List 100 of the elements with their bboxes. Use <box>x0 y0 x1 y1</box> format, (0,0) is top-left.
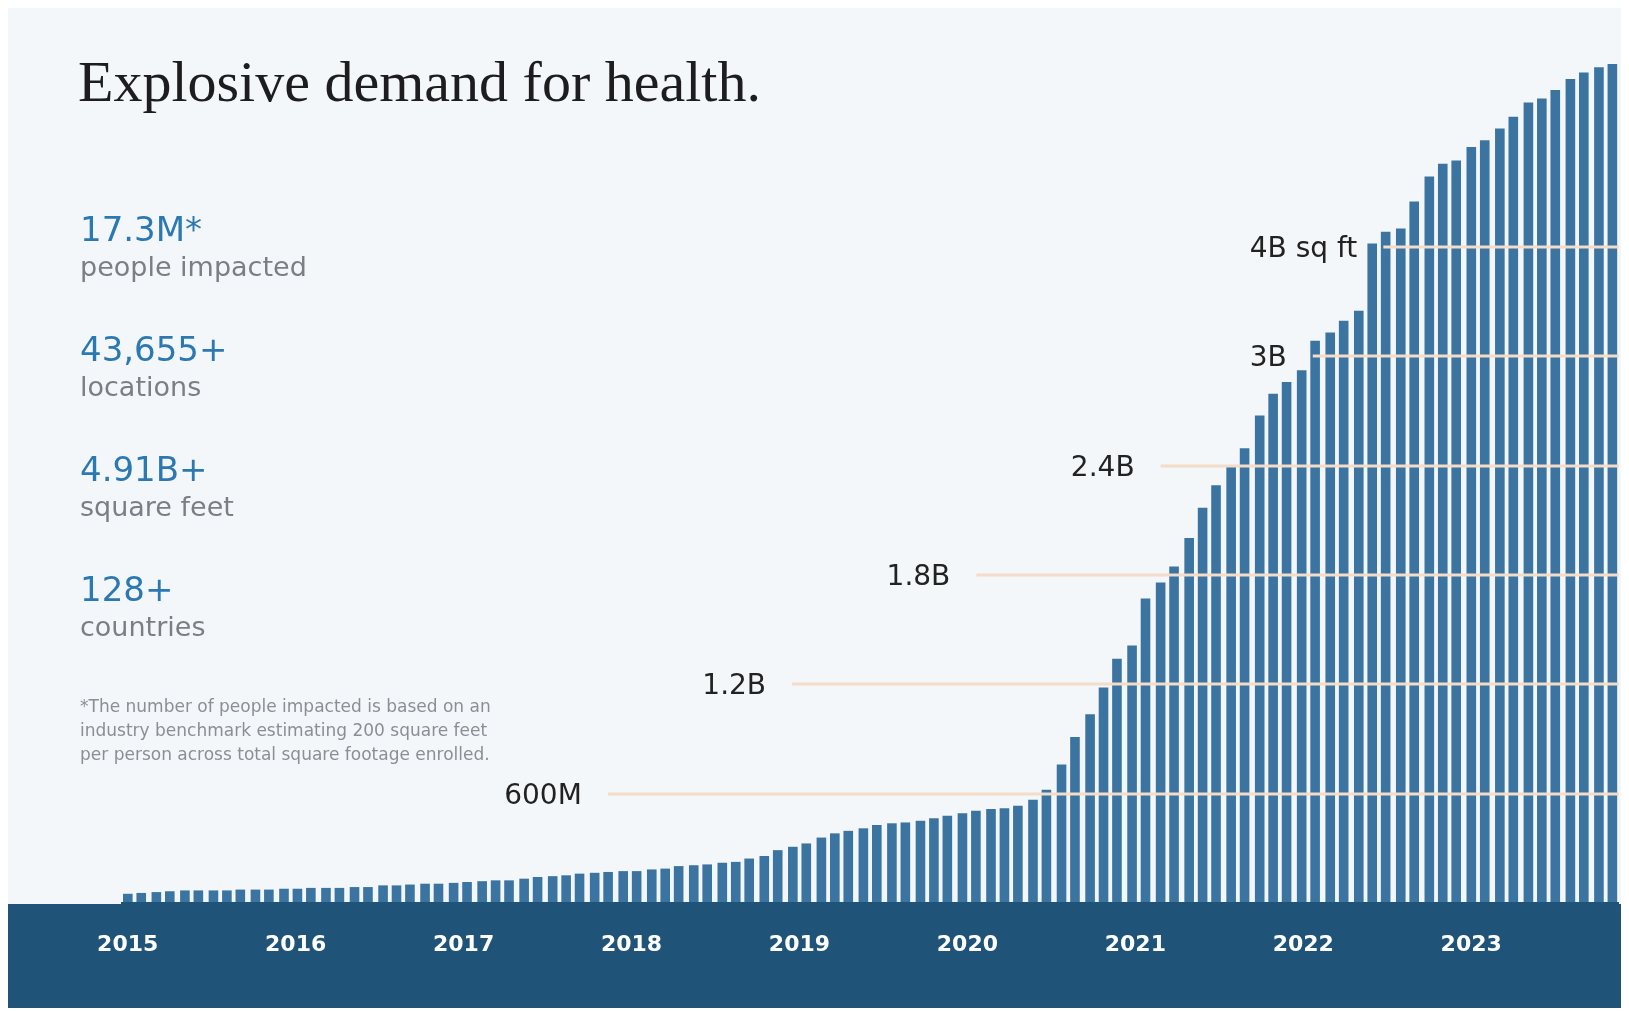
x-tick-label: 2023 <box>1440 930 1502 956</box>
bar <box>673 866 684 903</box>
bar <box>1296 370 1307 903</box>
bar <box>1268 393 1278 903</box>
bar <box>1565 79 1576 903</box>
bar <box>887 823 897 903</box>
x-tick-label: 2015 <box>97 930 159 956</box>
ref-line-label: 600M <box>504 777 582 811</box>
bar <box>618 871 629 903</box>
annotation: countries <box>80 610 207 644</box>
bar <box>915 820 926 903</box>
annotation: 17.3M* <box>80 208 204 250</box>
bar <box>1098 687 1109 903</box>
bar <box>744 858 754 903</box>
x-tick-label: 2016 <box>265 930 327 956</box>
annotation: people impacted <box>80 250 308 284</box>
bar <box>1579 72 1589 903</box>
bar <box>986 809 996 903</box>
bar <box>957 813 968 903</box>
bar <box>1466 147 1477 903</box>
ref-line-label: 1.2B <box>702 668 767 702</box>
bar <box>603 871 613 903</box>
x-tick-label: 2017 <box>432 930 495 956</box>
bar <box>1367 243 1378 903</box>
bar <box>942 815 953 903</box>
annotation: 128+ <box>80 568 175 610</box>
annotation: square feet <box>80 490 235 524</box>
bar <box>264 889 274 903</box>
annotation: *The number of people impacted is based on an industry benchmark estimating 200 square feet per person across total square footage enrolled. <box>80 695 492 766</box>
bar <box>1607 64 1618 903</box>
x-tick-label: 2022 <box>1272 930 1334 956</box>
bar <box>631 871 642 903</box>
bar <box>929 818 939 903</box>
ref-line-label: 3B <box>1249 339 1287 373</box>
bar <box>180 890 190 903</box>
bar <box>816 837 827 903</box>
bar <box>589 872 600 903</box>
bar <box>1310 340 1320 903</box>
bar <box>1424 176 1435 903</box>
x-tick-label: 2019 <box>768 930 831 956</box>
bar <box>1437 163 1448 903</box>
bar <box>1013 805 1023 903</box>
bar <box>1409 201 1420 903</box>
bar <box>1184 538 1194 903</box>
bar <box>1140 598 1151 903</box>
bar <box>801 843 812 903</box>
bar <box>306 887 316 903</box>
bar <box>1537 98 1547 903</box>
annotation: locations <box>80 370 203 404</box>
bar <box>405 884 415 903</box>
bar <box>1353 310 1364 903</box>
bar <box>1508 116 1519 903</box>
bar <box>1155 582 1166 903</box>
bar <box>561 875 571 903</box>
bar <box>660 868 671 903</box>
bar <box>1523 102 1534 903</box>
bar <box>477 881 487 903</box>
ref-line-label: 1.8B <box>886 558 951 592</box>
bar <box>1211 485 1221 903</box>
bar <box>1169 566 1179 903</box>
x-tick-label: 2021 <box>1104 930 1166 956</box>
bar <box>1112 658 1122 903</box>
bar <box>1085 714 1095 903</box>
bar <box>1056 764 1067 903</box>
bar <box>759 856 770 903</box>
bar <box>420 883 430 903</box>
bar <box>1325 332 1336 903</box>
x-tick-label: 2018 <box>600 930 663 956</box>
bar <box>123 893 133 903</box>
bar <box>547 876 558 903</box>
bar <box>1226 466 1236 903</box>
bar <box>772 850 783 903</box>
annotation: 4.91B+ <box>80 448 209 490</box>
ref-line-label: 2.4B <box>1070 449 1135 483</box>
bar <box>1028 799 1038 903</box>
ref-line-label: 4B sq ft <box>1249 230 1358 264</box>
bar <box>858 828 869 903</box>
bar <box>1479 140 1490 903</box>
bar <box>1070 736 1080 903</box>
bar <box>222 890 232 903</box>
bar <box>646 869 657 903</box>
bar <box>1550 90 1561 903</box>
bar <box>490 880 501 903</box>
x-tick-label: 2020 <box>936 930 999 956</box>
bar <box>1338 320 1349 903</box>
bar <box>321 887 331 903</box>
bar <box>900 822 911 903</box>
bar <box>1495 128 1505 903</box>
bar <box>279 888 289 903</box>
annotation: 43,655+ <box>80 328 229 370</box>
bar <box>843 830 854 903</box>
bar <box>1380 231 1391 903</box>
bar <box>462 882 472 903</box>
bar <box>136 892 147 903</box>
bar <box>1254 415 1265 903</box>
bar <box>688 865 699 903</box>
bar <box>363 887 373 903</box>
bar <box>1281 381 1292 903</box>
bar <box>788 846 798 903</box>
bar <box>1594 67 1604 903</box>
